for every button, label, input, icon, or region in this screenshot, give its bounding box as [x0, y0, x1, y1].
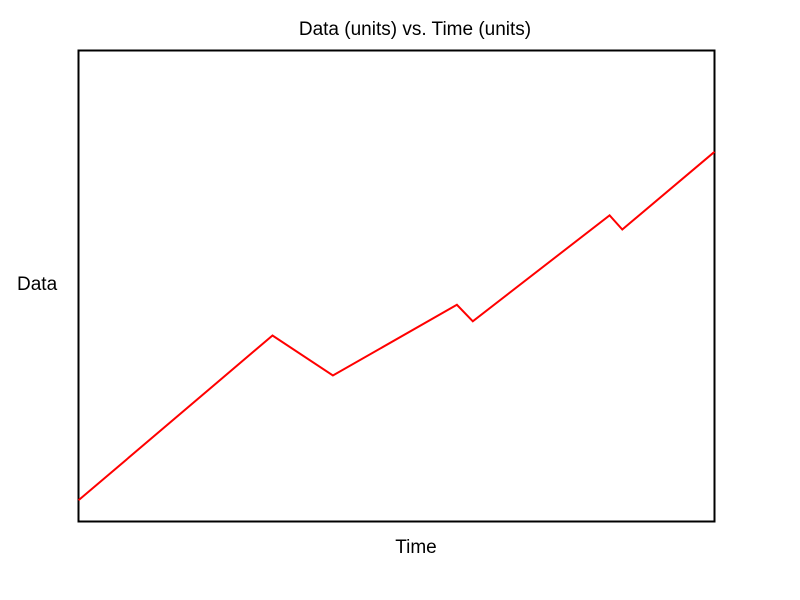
series-layer — [77, 151, 716, 502]
chart-title: Data (units) vs. Time (units) — [298, 19, 532, 40]
y-axis-label: Data — [17, 274, 58, 295]
series-line-0 — [77, 151, 716, 502]
plot-area-frame — [77, 49, 716, 523]
x-axis-label: Time — [395, 537, 437, 558]
